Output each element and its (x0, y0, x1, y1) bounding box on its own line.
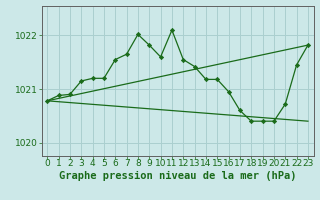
X-axis label: Graphe pression niveau de la mer (hPa): Graphe pression niveau de la mer (hPa) (59, 171, 296, 181)
